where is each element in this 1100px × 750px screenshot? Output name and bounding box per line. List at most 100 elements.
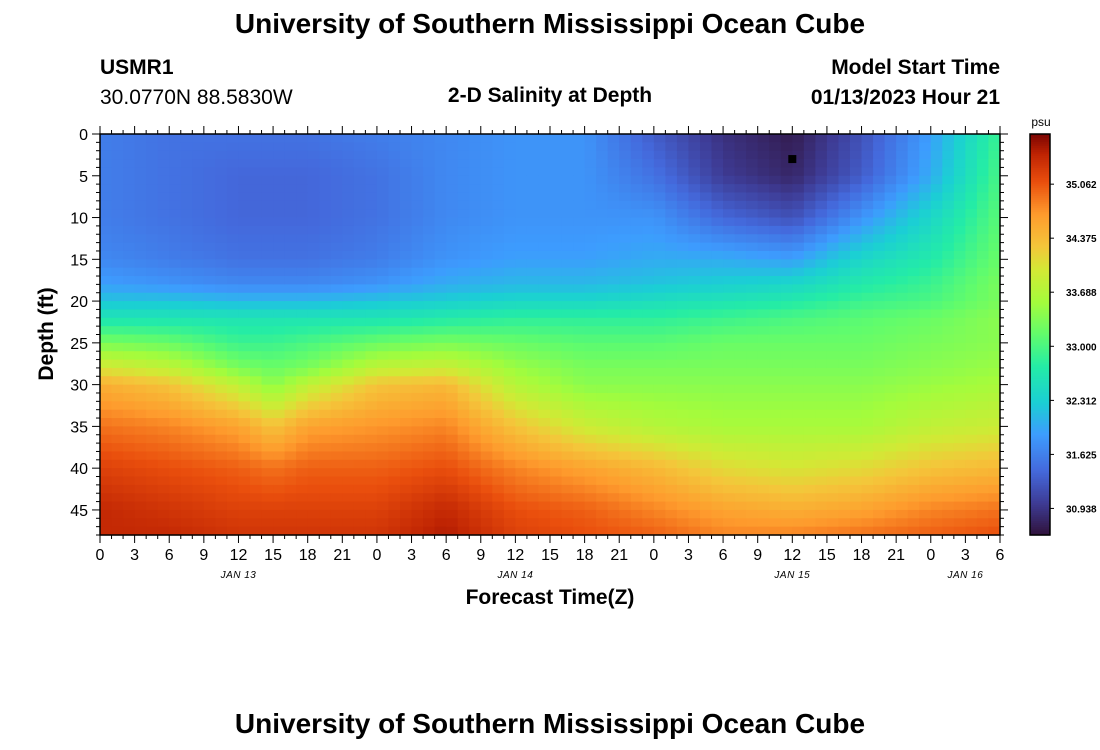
heatmap-cell [884, 167, 897, 177]
colorbar-segment [1030, 480, 1050, 484]
heatmap-cell [746, 426, 759, 436]
heatmap-cell [411, 134, 424, 143]
heatmap-cell [550, 476, 563, 486]
heatmap-cell [919, 142, 932, 152]
heatmap-cell [711, 284, 724, 294]
heatmap-cell [976, 518, 990, 528]
heatmap-cell [550, 468, 563, 478]
heatmap-cell [746, 451, 759, 461]
heatmap-cell [296, 518, 309, 528]
heatmap-cell [411, 159, 424, 169]
heatmap-cell [850, 250, 863, 260]
heatmap-cell [423, 267, 436, 277]
heatmap-cell [676, 476, 690, 486]
heatmap-cell [100, 309, 113, 319]
heatmap-cell [700, 359, 713, 369]
heatmap-cell [215, 167, 228, 177]
heatmap-cell [134, 292, 147, 302]
heatmap-cell [653, 426, 666, 436]
heatmap-cell [665, 142, 678, 152]
colorbar-segment [1030, 462, 1050, 466]
heatmap-cell [411, 242, 424, 252]
heatmap-cell [319, 284, 332, 294]
heatmap-cell [919, 250, 932, 260]
heatmap-cell [769, 426, 782, 436]
heatmap-cell [111, 209, 124, 219]
colorbar-segment [1030, 296, 1050, 299]
heatmap-cell [423, 451, 436, 461]
heatmap-cell [780, 242, 793, 252]
heatmap-cell [907, 418, 920, 427]
heatmap-cell [319, 142, 332, 152]
heatmap-cell [665, 509, 678, 519]
colorbar-segment [1030, 210, 1050, 213]
heatmap-cell [423, 401, 436, 411]
heatmap-cell [400, 317, 413, 327]
heatmap-cell [930, 501, 943, 511]
heatmap-cell [930, 234, 943, 244]
heatmap-cell [653, 150, 666, 160]
heatmap-cell [861, 476, 874, 486]
heatmap-cell [342, 451, 355, 461]
heatmap-cell [446, 526, 459, 536]
heatmap-cell [976, 142, 990, 152]
heatmap-cell [123, 476, 136, 486]
heatmap-cell [423, 301, 436, 311]
heatmap-cell [700, 284, 713, 294]
heatmap-cell [480, 443, 493, 453]
heatmap-cell [307, 392, 320, 402]
colorbar-segment [1030, 242, 1050, 245]
heatmap-cell [607, 259, 620, 269]
heatmap-cell [850, 493, 863, 503]
heatmap-cell [711, 359, 724, 369]
heatmap-cell [365, 175, 378, 185]
heatmap-cell [434, 267, 447, 277]
colorbar-segment [1030, 482, 1050, 486]
heatmap-cell [619, 351, 632, 361]
heatmap-cell [157, 493, 170, 503]
heatmap-cell [676, 292, 690, 302]
heatmap-cell [134, 184, 147, 194]
heatmap-cell [596, 359, 609, 369]
heatmap-cell [815, 367, 828, 377]
heatmap-cell [215, 276, 228, 285]
heatmap-cell [134, 392, 147, 402]
heatmap-cell [584, 518, 597, 528]
heatmap-cell [653, 326, 666, 336]
heatmap-cell [180, 225, 193, 235]
heatmap-cell [746, 217, 759, 227]
heatmap-cell [792, 426, 805, 436]
heatmap-cell [446, 292, 459, 302]
heatmap-cell [792, 242, 805, 252]
heatmap-cell [907, 184, 920, 194]
heatmap-cell [538, 200, 551, 210]
heatmap-cell [146, 367, 159, 377]
heatmap-cell [815, 476, 828, 486]
heatmap-cell [215, 493, 228, 503]
heatmap-cell [711, 418, 724, 427]
heatmap-cell [238, 175, 251, 185]
heatmap-cell [746, 134, 759, 143]
heatmap-cell [930, 418, 943, 427]
heatmap-cell [734, 493, 747, 503]
heatmap-cell [134, 326, 147, 336]
heatmap-cell [111, 317, 124, 327]
heatmap-cell [434, 250, 447, 260]
heatmap-cell [203, 209, 216, 219]
heatmap-cell [803, 409, 816, 419]
heatmap-cell [538, 351, 551, 361]
heatmap-cell [896, 192, 909, 202]
heatmap-cell [711, 468, 724, 478]
heatmap-cell [700, 142, 713, 152]
heatmap-cell [942, 459, 955, 469]
heatmap-cell [238, 167, 251, 177]
heatmap-cell [653, 209, 666, 219]
heatmap-cell [607, 317, 620, 327]
heatmap-cell [538, 142, 551, 152]
heatmap-cell [907, 167, 920, 177]
heatmap-cell [780, 250, 793, 260]
heatmap-cell [365, 342, 378, 352]
heatmap-cell [573, 192, 586, 202]
heatmap-cell [515, 309, 528, 319]
heatmap-cell [353, 484, 366, 494]
